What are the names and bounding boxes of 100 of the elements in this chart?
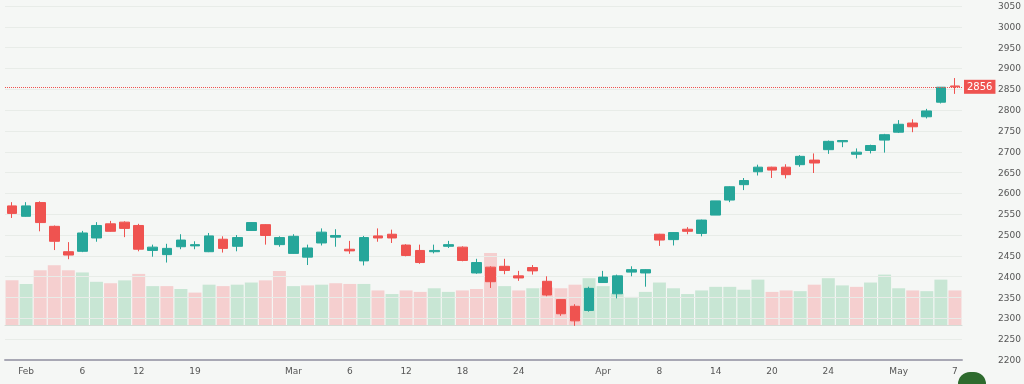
candlestick	[809, 152, 820, 174]
y-tick-label: 3000	[998, 21, 1022, 32]
bar	[216, 286, 230, 325]
candlestick	[359, 235, 369, 266]
candlestick	[781, 163, 791, 179]
bar	[202, 284, 216, 325]
bar	[849, 286, 863, 325]
candlestick	[640, 268, 651, 288]
candlestick	[823, 140, 834, 155]
x-tick-label: 20	[766, 365, 779, 376]
candlestick	[35, 200, 46, 232]
y-tick-label: 3050	[998, 1, 1022, 11]
candlestick	[626, 265, 637, 277]
candlestick	[499, 258, 510, 275]
bar	[948, 290, 962, 325]
candlestick	[471, 258, 482, 275]
bar	[146, 286, 160, 325]
candlestick	[415, 244, 425, 265]
candlestick	[387, 229, 397, 244]
candlestick	[443, 240, 454, 249]
candlestick	[176, 233, 186, 250]
x-tick-label: 8	[656, 365, 663, 376]
y-tick-label: 2300	[998, 313, 1022, 324]
candlestick	[218, 235, 228, 254]
candlestick	[21, 201, 31, 218]
y-tick-label: 2650	[998, 167, 1022, 178]
y-tick-label: 2800	[998, 105, 1022, 116]
candlestick	[49, 224, 60, 251]
candlestick	[936, 86, 946, 104]
candlestick	[119, 220, 130, 238]
candlestick	[330, 228, 341, 248]
candlestick	[654, 233, 665, 247]
bar	[104, 283, 118, 325]
candlestick	[162, 243, 172, 264]
candlestick	[147, 244, 158, 258]
candlestick	[246, 221, 257, 232]
y-tick-label: 2700	[998, 146, 1022, 157]
candlestick	[260, 223, 271, 246]
candlestick	[274, 235, 285, 248]
candlestick	[316, 227, 327, 246]
candlestick	[7, 201, 17, 219]
bar	[301, 285, 315, 325]
bar	[315, 284, 329, 325]
bar	[174, 289, 188, 325]
y-tick-label: 2250	[998, 334, 1022, 345]
candlestick	[133, 223, 144, 252]
y-tick-label: 2400	[998, 271, 1022, 282]
candlestick	[527, 264, 538, 276]
x-tick-label: 24	[512, 365, 525, 376]
bar	[526, 288, 540, 325]
candlestick	[668, 231, 679, 246]
candlestick	[288, 233, 299, 255]
y-tick-label: 2550	[998, 209, 1022, 220]
y-tick-label: 2200	[998, 355, 1022, 365]
y-tick-label: 2850	[998, 84, 1022, 95]
candlestick	[893, 119, 904, 134]
y-tick-label: 2600	[998, 188, 1022, 199]
candlestick	[232, 234, 243, 252]
candlestick	[373, 227, 383, 243]
candlestick	[302, 244, 313, 266]
candlestick	[429, 244, 440, 254]
candlestick	[696, 219, 707, 237]
x-tick-label: 19	[189, 365, 201, 376]
y-tick-label: 2950	[998, 42, 1022, 53]
bar	[19, 283, 33, 325]
candlestick	[879, 133, 890, 154]
candlestick	[837, 139, 848, 148]
candlestick	[598, 270, 608, 284]
bar	[371, 290, 385, 325]
x-tick-label: 6	[346, 365, 353, 376]
candlestick	[457, 245, 468, 262]
x-tick-label: 24	[822, 365, 835, 376]
x-tick-label: Mar	[285, 365, 303, 376]
candlestick	[513, 270, 524, 282]
candlestick	[190, 240, 200, 250]
candlestick	[91, 221, 102, 243]
bar	[357, 283, 371, 325]
candlestick	[767, 166, 777, 179]
bar	[5, 280, 19, 325]
bar	[793, 291, 807, 325]
bar	[807, 284, 821, 325]
x-tick-label: 14	[709, 365, 722, 376]
bar	[906, 290, 920, 325]
candlestick	[682, 226, 693, 235]
candlestick	[105, 220, 116, 233]
candlestick	[795, 154, 805, 168]
x-tick-label: Feb	[18, 365, 35, 376]
candlestick	[77, 230, 88, 253]
x-tick-label: 12	[132, 365, 145, 376]
candlestick	[865, 144, 876, 154]
x-tick-label: 6	[79, 365, 86, 376]
bar	[287, 286, 300, 325]
candlestick	[921, 108, 932, 119]
bar	[132, 273, 146, 325]
candlestick	[753, 164, 763, 176]
y-tick-label: 2750	[998, 125, 1022, 136]
ref-line-label: 2856	[967, 81, 993, 93]
candlestick	[851, 147, 862, 159]
x-tick-label: 7	[952, 365, 958, 376]
candlestick	[739, 177, 749, 191]
